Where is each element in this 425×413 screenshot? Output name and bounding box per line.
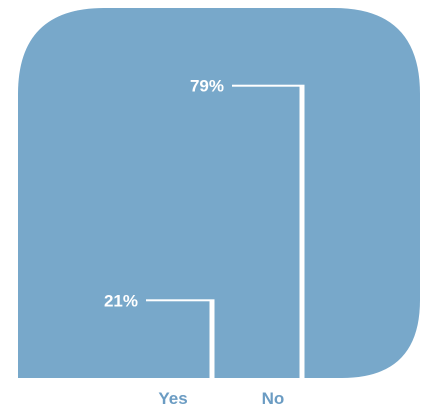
data-label-yes: 21% [104, 291, 138, 310]
category-labels: Yes No [158, 389, 284, 408]
data-label-no: 79% [190, 77, 224, 96]
category-label-yes: Yes [158, 389, 187, 408]
bar-no-leader-line [232, 84, 305, 87]
category-label-no: No [262, 389, 285, 408]
bar-yes-leader-line [146, 299, 215, 302]
bar-yes-edge [209, 300, 215, 378]
chart-marks: 21% 79% [104, 77, 305, 378]
chart-background-shape [18, 8, 420, 378]
bar-no-edge [299, 85, 305, 378]
